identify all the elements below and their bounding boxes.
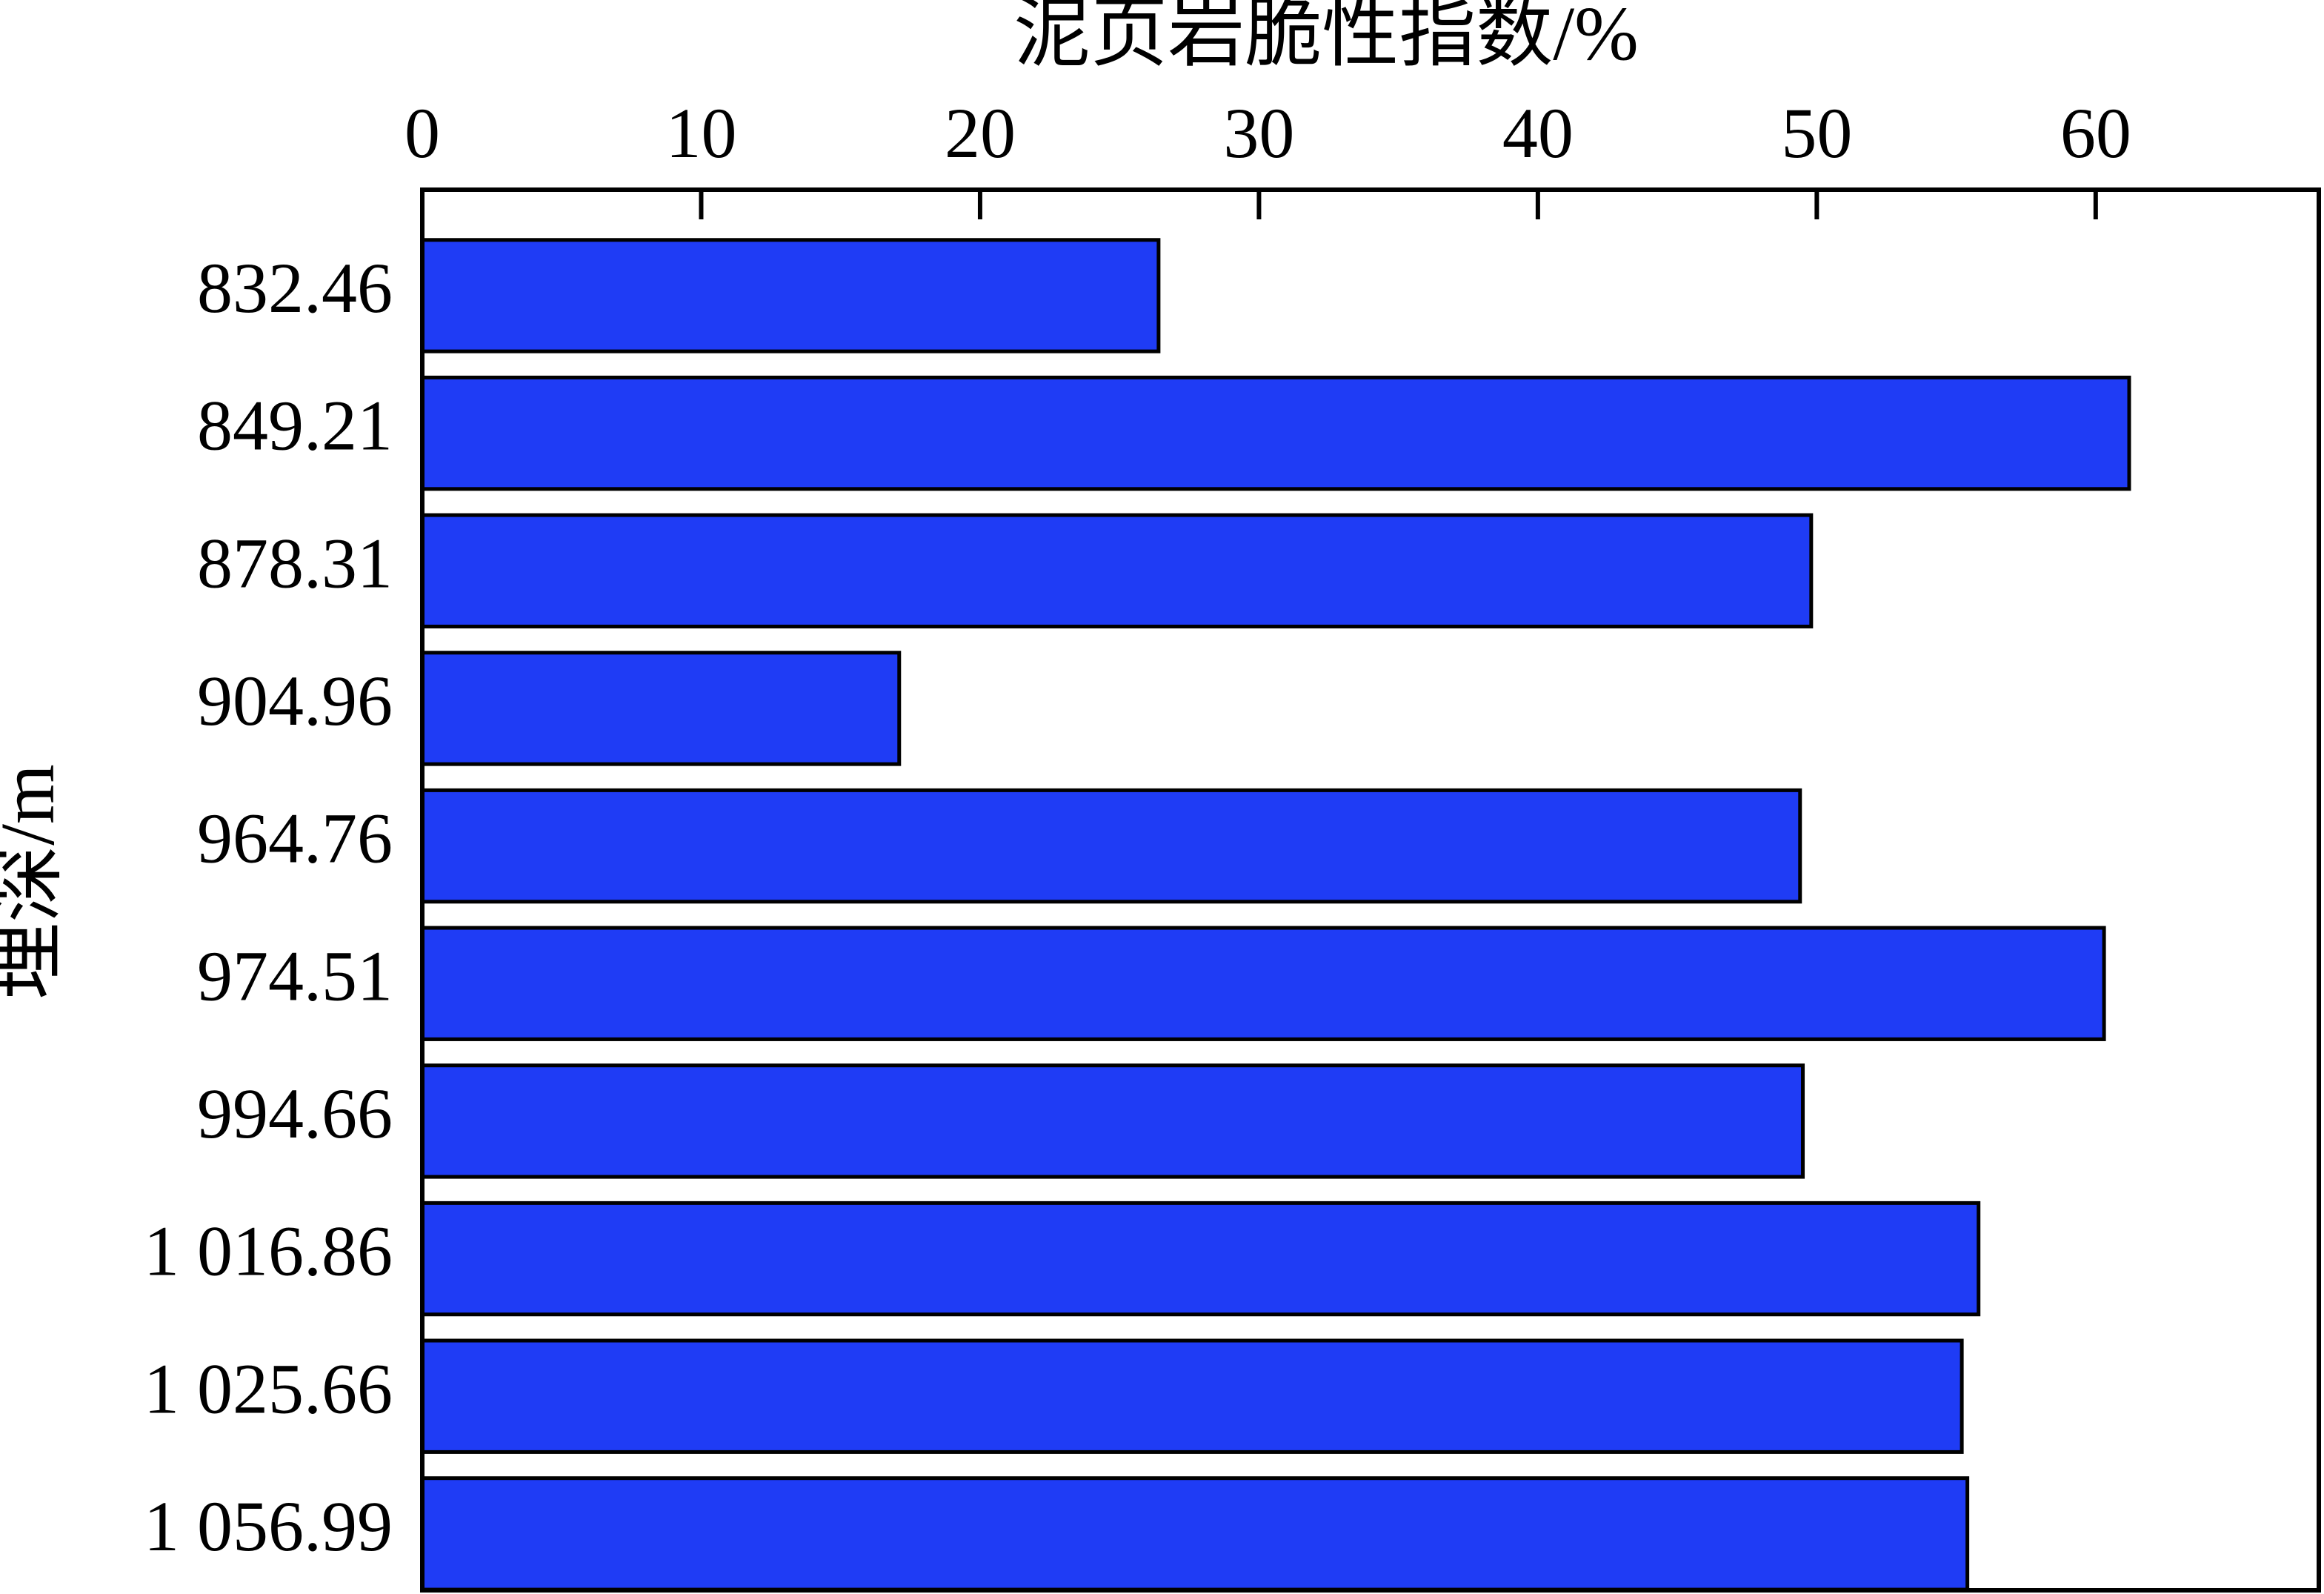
x-tick-label: 60: [2060, 93, 2131, 173]
bar: [420, 1201, 1981, 1317]
y-tick-label: 832.46: [197, 248, 393, 328]
y-tick-label: 1 016.86: [144, 1212, 393, 1291]
y-tick-label: 1 025.66: [144, 1349, 393, 1428]
bar: [420, 375, 2131, 491]
bar: [420, 1476, 1970, 1592]
y-tick-label: 1 056.99: [144, 1487, 393, 1566]
plot-frame: [420, 187, 2321, 1593]
bar: [420, 238, 1161, 353]
y-axis-title: 埋深/m: [0, 764, 70, 1000]
bar: [420, 513, 1814, 628]
bar: [420, 788, 1802, 904]
x-tick-label: 30: [1223, 93, 1294, 173]
y-tick-label: 849.21: [197, 386, 393, 465]
x-tick-label: 50: [1781, 93, 1852, 173]
y-tick-label: 878.31: [197, 523, 393, 602]
y-tick-label: 964.76: [197, 799, 393, 878]
y-tick-label: 974.51: [197, 936, 393, 1015]
bar: [420, 1063, 1805, 1179]
bar: [420, 1338, 1964, 1454]
y-tick-label: 904.96: [197, 661, 393, 740]
bar: [420, 651, 902, 766]
x-axis-title: 泥页岩脆性指数/%: [1013, 0, 1639, 76]
x-tick-label: 10: [665, 93, 736, 173]
bar: [420, 926, 2106, 1041]
x-tick-label: 20: [945, 93, 1016, 173]
y-tick-label: 994.66: [197, 1074, 393, 1153]
x-tick-label: 40: [1502, 93, 1574, 173]
x-tick-label: 0: [404, 93, 440, 173]
